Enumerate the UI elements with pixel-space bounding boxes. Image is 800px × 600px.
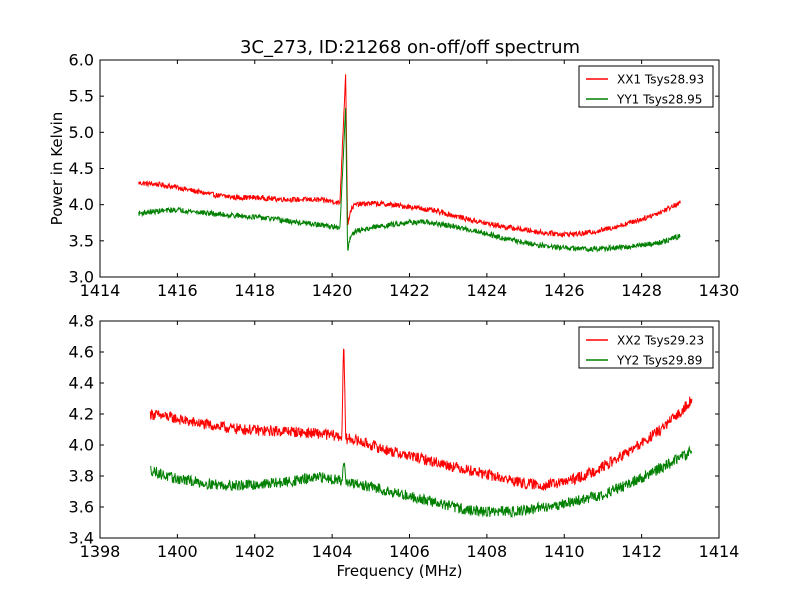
bottom-panel-ytick-label: 4.0 (69, 436, 94, 455)
bottom-panel-xtick-label: 1398 (80, 542, 121, 561)
bottom-panel-legend-label-0: XX2 Tsys29.23 (617, 334, 704, 348)
bottom-panel-ytick-label: 3.8 (69, 467, 94, 486)
bottom-panel-xtick-label: 1410 (544, 542, 585, 561)
bottom-panel-series-line-0 (149, 348, 693, 491)
top-panel-xtick-label: 1426 (544, 281, 585, 300)
top-panel-xtick-label: 1416 (157, 281, 198, 300)
top-panel-ytick-label: 4.5 (69, 159, 94, 178)
bottom-panel-ytick-label: 4.4 (69, 374, 94, 393)
top-panel-ytick-label: 3.0 (69, 268, 94, 287)
top-panel-legend: XX1 Tsys28.93 YY1 Tsys28.95 (578, 65, 714, 108)
bottom-panel-ytick-label: 3.6 (69, 498, 94, 517)
top-panel-ytick-label: 5.0 (69, 123, 94, 142)
bottom-panel-ticks: 1398 1400 1402 1404 1406 1408 1410 1412 1414 3.4 3… (69, 312, 740, 562)
top-panel-xtick-label: 1418 (234, 281, 275, 300)
top-panel-legend-label-1: YY1 Tsys28.95 (616, 93, 702, 107)
bottom-panel-series-line-1 (149, 445, 693, 519)
top-panel-ticks: 1414 1416 1418 1420 1422 1424 1426 1428 1430 3.0 3… (69, 51, 740, 301)
top-panel-xtick-label: 1422 (389, 281, 430, 300)
bottom-panel-legend-label-1: YY2 Tsys29.89 (616, 354, 702, 368)
figure-title: 3C_273, ID:21268 on-off/off spectrum (240, 37, 580, 58)
bottom-panel-ytick-label: 4.6 (69, 343, 94, 362)
top-panel-ylabel: Power in Kelvin (48, 112, 66, 226)
top-panel-series-line-1 (138, 108, 681, 253)
bottom-panel: 1398 1400 1402 1404 1406 1408 1410 1412 1414 3.4 3… (69, 312, 740, 581)
bottom-panel-xtick-label: 1400 (157, 542, 198, 561)
top-panel-xtick-label: 1424 (467, 281, 508, 300)
bottom-panel-lines (149, 348, 693, 519)
bottom-panel-xtick-label: 1414 (699, 542, 740, 561)
bottom-panel-xtick-label: 1406 (389, 542, 430, 561)
top-panel-xtick-label: 1420 (312, 281, 353, 300)
top-panel-lines (138, 74, 681, 253)
bottom-panel-xtick-label: 1404 (312, 542, 353, 561)
top-panel-xtick-label: 1428 (621, 281, 662, 300)
top-panel-ytick-label: 3.5 (69, 231, 94, 250)
bottom-panel-xtick-label: 1402 (234, 542, 275, 561)
top-panel-legend-box (578, 65, 714, 108)
bottom-panel-legend-box (578, 326, 714, 369)
top-panel-ytick-label: 4.0 (69, 195, 94, 214)
top-panel-xtick-label: 1430 (699, 281, 740, 300)
top-panel-series-line-0 (138, 74, 681, 239)
bottom-panel-ytick-label: 3.4 (69, 529, 94, 548)
bottom-panel-xlabel: Frequency (MHz) (336, 562, 462, 580)
bottom-panel-legend: XX2 Tsys29.23 YY2 Tsys29.89 (578, 326, 714, 369)
top-panel-ytick-label: 5.5 (69, 87, 94, 106)
bottom-panel-xtick-label: 1412 (621, 542, 662, 561)
top-panel-xtick-label: 1414 (80, 281, 121, 300)
top-panel-ytick-label: 6.0 (69, 51, 94, 70)
bottom-panel-ytick-label: 4.8 (69, 312, 94, 331)
top-panel-legend-label-0: XX1 Tsys28.93 (617, 73, 704, 87)
top-panel: 1414 1416 1418 1420 1422 1424 1426 1428 1430 3.0 3… (48, 51, 739, 301)
bottom-panel-xtick-label: 1408 (467, 542, 508, 561)
bottom-panel-ytick-label: 4.2 (69, 405, 94, 424)
